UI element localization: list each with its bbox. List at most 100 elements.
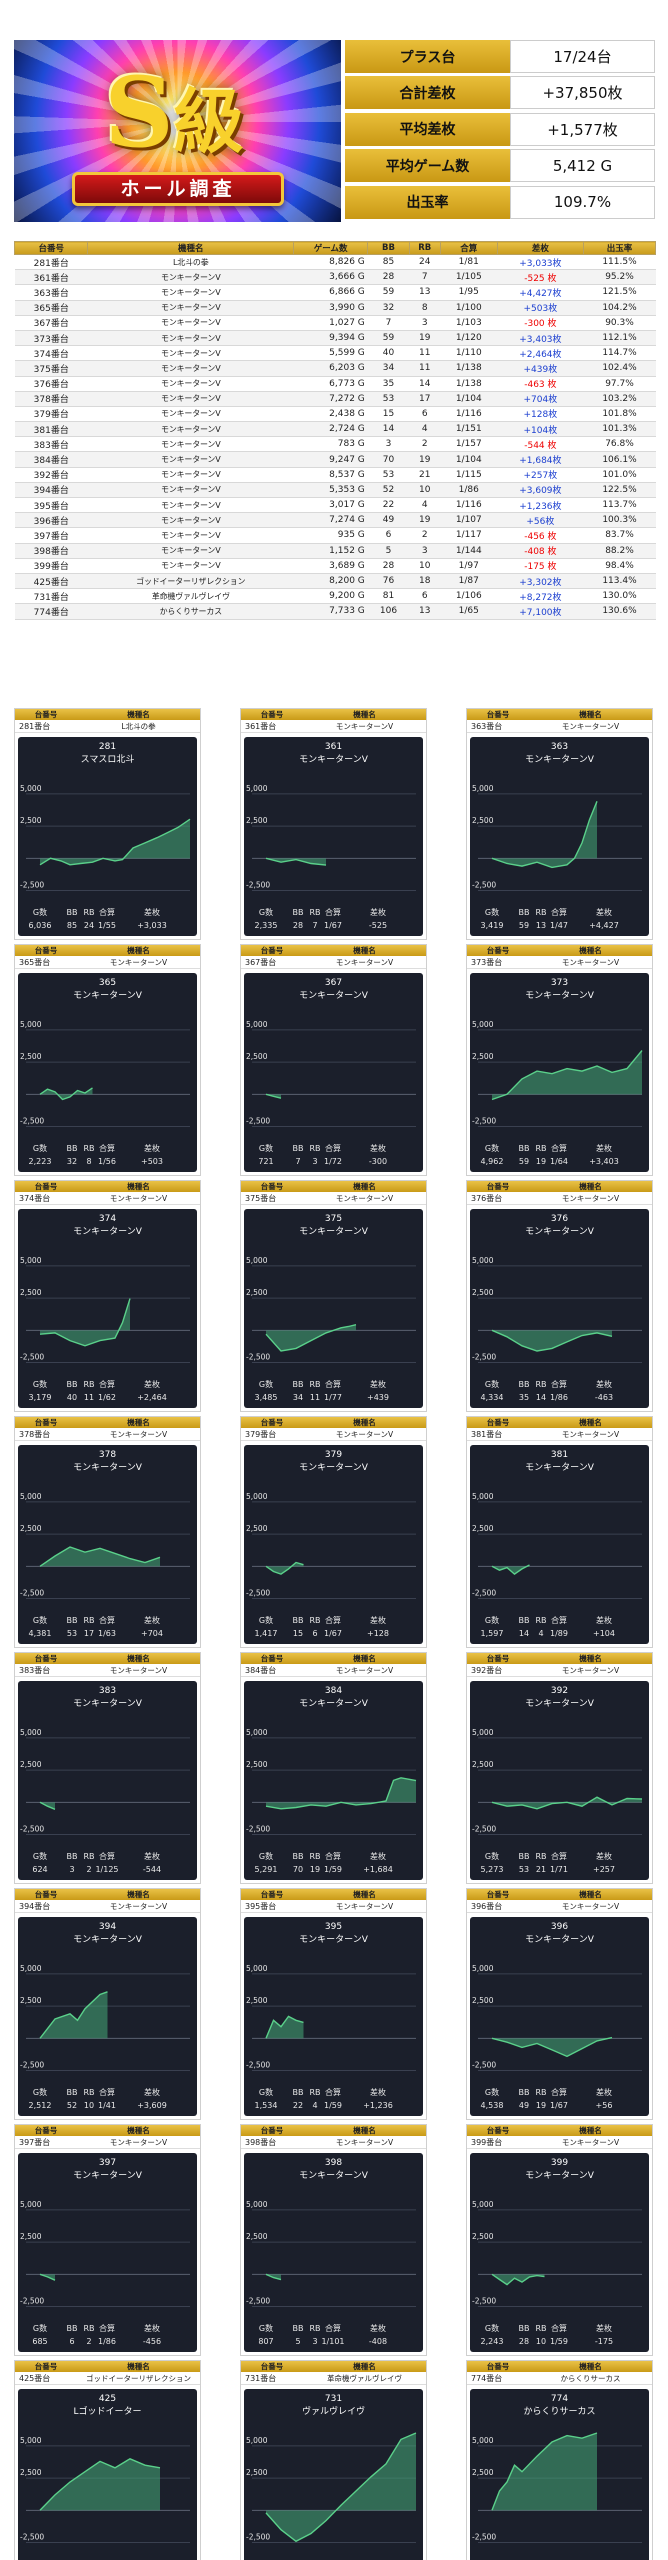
table-row: 373番台 モンキーターンV 9,394 G 59 19 1/120 +3,403枚 112.… xyxy=(14,330,656,347)
graph-panel: 384 モンキーターンV 5,000 2,500 -2,500 G数 5,291 BB 70 RB… xyxy=(244,1681,423,1880)
graph-card[interactable]: 台番号 機種名 374番台 モンキーターンV 374 モンキーターンV 5,000 2,500… xyxy=(14,1180,201,1412)
card-header: 台番号 機種名 xyxy=(241,1653,426,1664)
graph-card[interactable]: 台番号 機種名 384番台 モンキーターンV 384 モンキーターンV 5,000 2,500… xyxy=(240,1652,427,1884)
stat-value: 1/86 xyxy=(550,1393,568,1402)
table-cell: 35 xyxy=(367,376,410,392)
card-info: 399番台 モンキーターンV xyxy=(467,2136,652,2149)
graph-card[interactable]: 台番号 機種名 373番台 モンキーターンV 373 モンキーターンV 5,000 2,500… xyxy=(466,944,653,1176)
y-tick-label: 2,500 xyxy=(246,1524,268,1533)
column-header: 出玉率 xyxy=(582,241,657,255)
graph-card[interactable]: 台番号 機種名 367番台 モンキーターンV 367 モンキーターンV 5,000 2,500… xyxy=(240,944,427,1176)
stat-header: BB xyxy=(67,908,78,917)
y-tick-label: 2,500 xyxy=(472,1288,494,1297)
graph-title-name: モンキーターンV xyxy=(299,754,369,765)
graph-card[interactable]: 台番号 機種名 394番台 モンキーターンV 394 モンキーターンV 5,000 2,500… xyxy=(14,1888,201,2120)
graph-card[interactable]: 台番号 機種名 363番台 モンキーターンV 363 モンキーターンV 5,000 2,500… xyxy=(466,708,653,940)
graph-card[interactable]: 台番号 機種名 381番台 モンキーターンV 381 モンキーターンV 5,000 2,500… xyxy=(466,1416,653,1648)
stat-value: 17 xyxy=(84,1629,94,1638)
table-cell: 363番台 xyxy=(14,284,88,301)
graph-card[interactable]: 台番号 機種名 361番台 モンキーターンV 361 モンキーターンV 5,000 2,500… xyxy=(240,708,427,940)
table-cell: 379番台 xyxy=(14,406,88,423)
graph-card[interactable]: 台番号 機種名 375番台 モンキーターンV 375 モンキーターンV 5,000 2,500… xyxy=(240,1180,427,1412)
graph-card[interactable]: 台番号 機種名 365番台 モンキーターンV 365 モンキーターンV 5,000 2,500… xyxy=(14,944,201,1176)
machine-name-header: 機種名 xyxy=(353,1890,376,1899)
machine-no: 395番台 xyxy=(245,1902,277,1911)
graph-panel: 395 モンキーターンV 5,000 2,500 -2,500 G数 1,534 BB 22 RB… xyxy=(244,1917,423,2116)
stat-header: 差枚 xyxy=(144,1143,160,1153)
graph-card[interactable]: 台番号 機種名 281番台 L北斗の拳 281 スマスロ北斗 5,000 2,500 -2,50… xyxy=(14,708,201,940)
machine-no-header: 台番号 xyxy=(260,2126,284,2135)
table-cell: 83.7% xyxy=(583,527,656,544)
machine-name: モンキーターンV xyxy=(109,1194,168,1203)
graph-card[interactable]: 台番号 機種名 383番台 モンキーターンV 383 モンキーターンV 5,000 2,500… xyxy=(14,1652,201,1884)
machine-name-header: 機種名 xyxy=(579,1654,602,1663)
y-tick-label: 5,000 xyxy=(246,784,268,793)
graph-title-number: 395 xyxy=(325,1922,342,1932)
slump-line xyxy=(39,1801,56,1810)
table-cell: 76 xyxy=(367,573,410,590)
card-header: 台番号 機種名 xyxy=(241,1889,426,1900)
graph-card[interactable]: 台番号 機種名 399番台 モンキーターンV 399 モンキーターンV 5,000 2,500… xyxy=(466,2124,653,2356)
stat-value: 14 xyxy=(536,1393,546,1402)
stat-value: 624 xyxy=(32,1865,47,1874)
stat-label: プラス台 xyxy=(345,40,510,73)
machine-name-header: 機種名 xyxy=(353,710,376,719)
stat-row: 合計差枚 +37,850枚 xyxy=(345,76,655,110)
graph-card[interactable]: 台番号 機種名 774番台 からくりサーカス 774 からくりサーカス 5,000 2,500… xyxy=(466,2360,653,2560)
table-cell: 1/138 xyxy=(440,360,498,377)
graph-card[interactable]: 台番号 機種名 378番台 モンキーターンV 378 モンキーターンV 5,000 2,500… xyxy=(14,1416,201,1648)
graph-card[interactable]: 台番号 機種名 395番台 モンキーターンV 395 モンキーターンV 5,000 2,500… xyxy=(240,1888,427,2120)
table-cell: 1/157 xyxy=(440,436,498,453)
machine-no: 392番台 xyxy=(471,1666,503,1675)
graph-card[interactable]: 台番号 機種名 397番台 モンキーターンV 397 モンキーターンV 5,000 2,500… xyxy=(14,2124,201,2356)
slump-line xyxy=(265,1324,357,1352)
stat-header: G数 xyxy=(485,1615,499,1625)
column-header: 合算 xyxy=(439,241,498,255)
stat-value: 1/62 xyxy=(98,1393,116,1402)
table-cell: モンキーターンV xyxy=(87,330,294,347)
machine-no-header: 台番号 xyxy=(34,2126,58,2135)
slump-graph: 392 モンキーターンV 5,000 2,500 -2,500 G数 5,273 BB 53 RB… xyxy=(472,1686,643,1874)
table-cell: +56枚 xyxy=(497,512,584,529)
slump-line xyxy=(491,1564,530,1575)
graph-card[interactable]: 台番号 機種名 392番台 モンキーターンV 392 モンキーターンV 5,000 2,500… xyxy=(466,1652,653,1884)
table-cell: 95.2% xyxy=(583,269,656,286)
slump-graph: 774からくりサーカス5,0002,500-2,500G数3,978BB106R… xyxy=(472,2394,642,2560)
machine-no-header: 台番号 xyxy=(486,946,510,955)
graph-card[interactable]: 台番号 機種名 379番台 モンキーターンV 379 モンキーターンV 5,000 2,500… xyxy=(240,1416,427,1648)
slump-line xyxy=(39,1991,108,2039)
table-cell: 7,272 G xyxy=(293,391,368,407)
stat-header: 差枚 xyxy=(144,1379,160,1389)
table-cell: 8 xyxy=(409,300,441,316)
machine-no: 425番台 xyxy=(19,2374,51,2383)
machine-name: モンキーターンV xyxy=(335,1194,394,1203)
slump-graph: 398 モンキーターンV 5,000 2,500 -2,500 G数 807 BB 5 RB 3 合算… xyxy=(246,2158,416,2346)
table-cell: 1/106 xyxy=(440,588,498,605)
table-cell: 392番台 xyxy=(14,467,88,483)
stat-header: BB xyxy=(293,2088,304,2097)
card-header: 台番号 機種名 xyxy=(15,1653,200,1664)
stat-header: 差枚 xyxy=(370,2323,386,2333)
graph-title-name: モンキーターンV xyxy=(299,1934,369,1945)
table-row: 398番台 モンキーターンV 1,152 G 5 3 1/144 -408 枚 88.2% xyxy=(14,543,656,559)
stat-header: RB xyxy=(83,1144,94,1153)
graph-title-name: ヴァルヴレイヴ xyxy=(302,2405,365,2417)
graph-card[interactable]: 台番号 機種名 425番台 ゴッドイーターリザレクション 425 Lゴッドイーター 5,00… xyxy=(14,2360,201,2560)
stat-header: 合算 xyxy=(99,1379,115,1389)
stat-header: BB xyxy=(67,2324,78,2333)
table-row: 365番台 モンキーターンV 3,990 G 32 8 1/100 +503枚 104.2% xyxy=(14,300,656,316)
graph-title-number: 425 xyxy=(99,2394,116,2404)
graph-card[interactable]: 台番号 機種名 398番台 モンキーターンV 398 モンキーターンV 5,000 2,500… xyxy=(240,2124,427,2356)
graph-card[interactable]: 台番号 機種名 731番台 革命機ヴァルヴレイヴ 731 ヴァルヴレイヴ 5,000 2,50… xyxy=(240,2360,427,2560)
slump-graph: 378 モンキーターンV 5,000 2,500 -2,500 G数 4,381 BB 53 RB… xyxy=(20,1450,190,1638)
table-cell: 1,027 G xyxy=(293,315,368,331)
y-tick-label: -2,500 xyxy=(20,1589,44,1598)
graph-card[interactable]: 台番号 機種名 376番台 モンキーターンV 376 モンキーターンV 5,000 2,500… xyxy=(466,1180,653,1412)
table-cell: 革命機ヴァルヴレイヴ xyxy=(87,588,294,605)
stat-label: 出玉率 xyxy=(345,185,510,219)
card-header: 台番号 機種名 xyxy=(241,2125,426,2136)
stat-value: 1/72 xyxy=(324,1157,342,1166)
y-tick-label: 5,000 xyxy=(246,1020,268,1029)
graph-card[interactable]: 台番号 機種名 396番台 モンキーターンV 396 モンキーターンV 5,000 2,500… xyxy=(466,1888,653,2120)
slump-area xyxy=(40,1087,93,1100)
